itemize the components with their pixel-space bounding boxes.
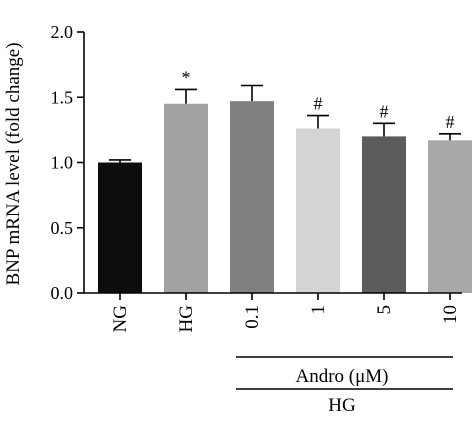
y-tick-label: 0.0 <box>51 283 74 303</box>
y-axis: 0.0 0.5 1.0 1.5 2.0 <box>51 22 85 303</box>
bar <box>164 103 208 294</box>
bar <box>98 162 142 293</box>
x-tick-label: 0.1 <box>242 305 263 329</box>
y-axis-title: BNP mRNA level (fold change) <box>3 42 24 285</box>
significance-marker: # <box>446 112 455 132</box>
x-tick-label: 10 <box>440 305 461 324</box>
bar <box>296 128 340 293</box>
significance-marker: # <box>380 101 389 121</box>
x-tick-label: 1 <box>308 305 329 315</box>
y-tick-label: 2.0 <box>51 22 74 42</box>
y-tick-label: 1.5 <box>51 87 74 107</box>
x-tick-label: 5 <box>374 305 395 315</box>
y-tick-label: 0.5 <box>51 218 74 238</box>
x-tick-label: NG <box>110 305 131 333</box>
x-axis: NG HG 0.1 1 5 10 <box>84 292 462 333</box>
x-tick-label: HG <box>176 305 197 333</box>
bar <box>230 101 274 293</box>
andro-group-label: Andro (μM) <box>295 366 388 387</box>
significance-marker: * <box>182 67 191 87</box>
y-tick-label: 1.0 <box>51 153 74 173</box>
bar <box>428 140 472 293</box>
hg-group-label: HG <box>328 395 356 416</box>
group-brackets: Andro (μM) HG <box>236 356 453 416</box>
bars: * # # # <box>98 67 472 294</box>
bar <box>362 136 406 293</box>
significance-marker: # <box>314 94 323 114</box>
